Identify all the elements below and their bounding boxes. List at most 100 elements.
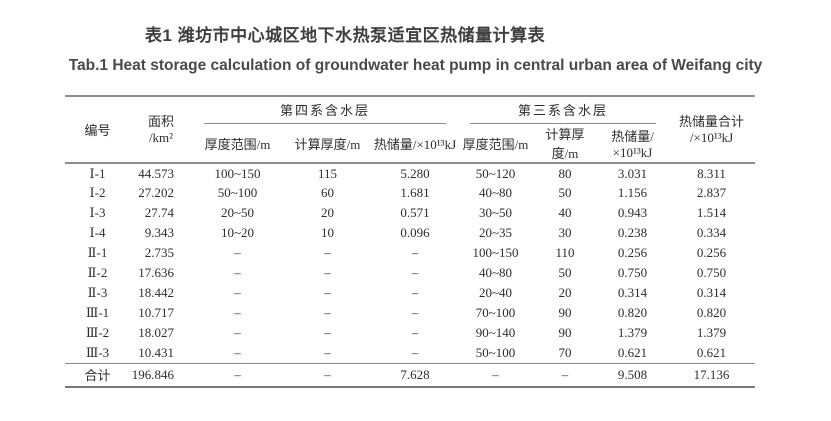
header-total-heat-storage: 热储量合计 /×10¹³kJ — [668, 96, 756, 164]
table-cell: 10.717 — [138, 305, 174, 320]
table-cell: 70~100 — [475, 305, 516, 320]
table-cell: 20~40 — [478, 285, 513, 300]
table-cell: – — [234, 344, 241, 360]
header-group-quaternary: 第四系含水层 — [192, 96, 458, 124]
totals-row: 合计 196.846 – – 7.628 – – 9.508 17.136 — [65, 362, 756, 388]
table-cell: 5.280 — [400, 165, 430, 181]
table-cell: – — [324, 344, 331, 360]
table-cell: 100~150 — [214, 165, 261, 181]
table-cell: 0.621 — [696, 344, 727, 360]
table-cell: – — [411, 305, 419, 320]
table-cell: 90 — [558, 325, 572, 340]
table-cell: Ⅰ-1 — [89, 165, 106, 181]
table-cell: – — [234, 245, 241, 260]
table-cell: 60 — [321, 185, 334, 200]
table-cell: 10 — [321, 225, 334, 240]
table-cell: 27.74 — [144, 205, 174, 220]
table-cell: 17.636 — [138, 265, 174, 280]
table-cell: – — [411, 265, 419, 280]
table-cell: – — [411, 325, 419, 340]
table-cell: 50 — [558, 185, 572, 200]
table-cell: 1.379 — [617, 325, 648, 340]
table-cell: – — [411, 245, 419, 260]
totals-tertiary-heat: 9.508 — [597, 362, 669, 388]
header-t-heat-storage: 热储量/×10¹³kJ — [597, 124, 669, 164]
header-q-thickness-range: 厚度范围/m — [192, 124, 283, 164]
table-row: Ⅲ-3 10.431 – – – 50~100 70 0.621 0.621 — [65, 343, 755, 363]
header-sub-row: 厚度范围/m 计算厚度/m 热储量/×10¹³kJ 厚度范围/m 计算厚度/m … — [65, 124, 755, 164]
table-cell: – — [234, 265, 241, 280]
header-total-line2: /×10¹³kJ — [689, 129, 734, 145]
table-cell: 18.027 — [138, 325, 174, 340]
table-title-chinese: 表1 潍坊市中心城区地下水热泵适宜区热储量计算表 — [144, 26, 546, 45]
table-cell: 0.096 — [400, 225, 430, 240]
table-cell: – — [234, 325, 241, 340]
table-cell: – — [234, 305, 241, 320]
table-cell: 40~80 — [478, 265, 513, 280]
table-cell: 0.820 — [696, 305, 727, 320]
table-cell: 90 — [558, 305, 572, 320]
header-total-line1: 热储量合计 — [679, 113, 745, 129]
table-cell: 20~35 — [478, 225, 513, 240]
header-group-tertiary: 第三系含水层 — [458, 96, 668, 124]
table-cell: 1.681 — [400, 185, 430, 200]
header-group-row: 编号 面积 /km² 第四系含水层 第三系含水层 热储量合计 /×10¹³kJ — [65, 96, 756, 164]
table-row: Ⅲ-2 18.027 – – – 90~140 90 1.379 1.379 — [65, 323, 755, 343]
table-cell: 1.379 — [696, 325, 727, 340]
table-row: Ⅱ-2 17.636 – – – 40~80 50 0.750 0.750 — [65, 263, 755, 283]
table-cell: 20 — [321, 205, 334, 220]
table-cell: 0.621 — [617, 344, 648, 360]
table-cell: 2.837 — [696, 185, 727, 200]
table-cell: 1.514 — [696, 205, 727, 220]
table-cell: 20~50 — [220, 205, 255, 220]
header-area-line2: /km² — [148, 129, 174, 145]
table-cell: 110 — [555, 245, 575, 260]
table-row: Ⅰ-1 44.573 100~150 115 5.280 50~120 80 3… — [65, 163, 755, 183]
table-cell: 3.031 — [617, 165, 648, 181]
table-cell: 20 — [558, 285, 572, 300]
table-cell: 40 — [558, 205, 572, 220]
table-cell: 0.571 — [400, 205, 430, 220]
table-cell: 0.750 — [617, 265, 648, 280]
table-cell: – — [324, 285, 331, 300]
totals-cell: – — [192, 362, 283, 388]
table-cell: 30 — [558, 225, 572, 240]
table-title-english: Tab.1 Heat storage calculation of ground… — [68, 57, 763, 74]
table-cell: 80 — [558, 165, 572, 181]
heat-storage-table: 编号 面积 /km² 第四系含水层 第三系含水层 热储量合计 /×10¹³kJ … — [65, 95, 756, 388]
header-t-thickness-range: 厚度范围/m — [458, 124, 534, 164]
table-row: Ⅱ-1 2.735 – – – 100~150 110 0.256 0.256 — [65, 243, 755, 263]
table-cell: Ⅲ-3 — [85, 344, 110, 360]
table-cell: 18.442 — [138, 285, 174, 300]
table-cell: 8.311 — [697, 165, 726, 181]
table-row: Ⅲ-1 10.717 – – – 70~100 90 0.820 0.820 — [65, 303, 755, 323]
table-cell: 40~80 — [478, 185, 513, 200]
table-cell: 0.943 — [617, 205, 648, 220]
table-row: Ⅱ-3 18.442 – – – 20~40 20 0.314 0.314 — [65, 283, 755, 303]
table-cell: 9.343 — [144, 225, 174, 240]
table-cell: 100~150 — [472, 245, 519, 260]
table-cell: 0.256 — [617, 245, 648, 260]
table-cell: Ⅱ-2 — [87, 265, 108, 280]
table-cell: 50 — [558, 265, 572, 280]
header-q-heat-storage: 热储量/×10¹³kJ — [372, 124, 459, 164]
header-t-calc-thickness: 计算厚度/m — [533, 124, 598, 164]
table-cell: 44.573 — [138, 165, 174, 181]
table-cell: 115 — [317, 165, 338, 181]
table-cell: 1.156 — [617, 185, 648, 200]
table-cell: 0.256 — [696, 245, 727, 260]
table-cell: Ⅰ-4 — [89, 225, 106, 240]
table-cell: 0.334 — [696, 225, 727, 240]
table-cell: Ⅲ-1 — [85, 305, 110, 320]
table-cell: 50~100 — [475, 344, 516, 360]
table-cell: 90~140 — [475, 325, 516, 340]
totals-area: 196.846 — [130, 362, 192, 388]
table-cell: Ⅱ-3 — [87, 285, 108, 300]
table-cell: 0.314 — [696, 285, 727, 300]
table-cell: 70 — [558, 344, 572, 360]
table-cell: 0.820 — [617, 305, 648, 320]
header-q-calc-thickness: 计算厚度/m — [283, 124, 372, 164]
header-group-quaternary-label: 第四系含水层 — [204, 97, 447, 124]
table-row: Ⅰ-4 9.343 10~20 10 0.096 20~35 30 0.238 … — [65, 223, 755, 243]
